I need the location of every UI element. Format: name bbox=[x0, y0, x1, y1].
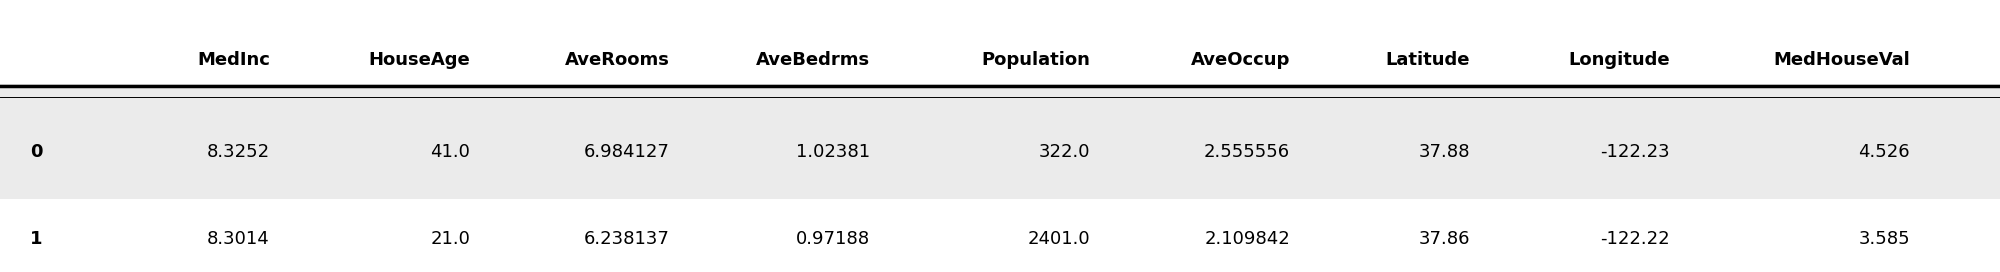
Text: Longitude: Longitude bbox=[1568, 51, 1670, 69]
Text: Population: Population bbox=[982, 51, 1090, 69]
Text: HouseAge: HouseAge bbox=[368, 51, 470, 69]
Text: 6.238137: 6.238137 bbox=[584, 230, 670, 248]
Text: 8.3014: 8.3014 bbox=[208, 230, 270, 248]
Text: 0: 0 bbox=[30, 143, 42, 161]
Text: 41.0: 41.0 bbox=[430, 143, 470, 161]
Text: Latitude: Latitude bbox=[1386, 51, 1470, 69]
Text: -122.23: -122.23 bbox=[1600, 143, 1670, 161]
Text: 1: 1 bbox=[30, 230, 42, 248]
Text: 4.526: 4.526 bbox=[1858, 143, 1910, 161]
Text: 37.86: 37.86 bbox=[1418, 230, 1470, 248]
Text: 1.02381: 1.02381 bbox=[796, 143, 870, 161]
Text: 3.585: 3.585 bbox=[1858, 230, 1910, 248]
Text: MedHouseVal: MedHouseVal bbox=[1774, 51, 1910, 69]
Text: 2401.0: 2401.0 bbox=[1028, 230, 1090, 248]
Text: 37.88: 37.88 bbox=[1418, 143, 1470, 161]
Text: AveBedrms: AveBedrms bbox=[756, 51, 870, 69]
Text: MedInc: MedInc bbox=[198, 51, 270, 69]
Text: 2.109842: 2.109842 bbox=[1204, 230, 1290, 248]
Text: 322.0: 322.0 bbox=[1038, 143, 1090, 161]
Text: 6.984127: 6.984127 bbox=[584, 143, 670, 161]
Bar bbox=[0, 84, 2000, 199]
Text: 21.0: 21.0 bbox=[430, 230, 470, 248]
Text: AveRooms: AveRooms bbox=[566, 51, 670, 69]
Text: 8.3252: 8.3252 bbox=[206, 143, 270, 161]
Text: AveOccup: AveOccup bbox=[1190, 51, 1290, 69]
Text: -122.22: -122.22 bbox=[1600, 230, 1670, 248]
Text: 0.97188: 0.97188 bbox=[796, 230, 870, 248]
Text: 2.555556: 2.555556 bbox=[1204, 143, 1290, 161]
